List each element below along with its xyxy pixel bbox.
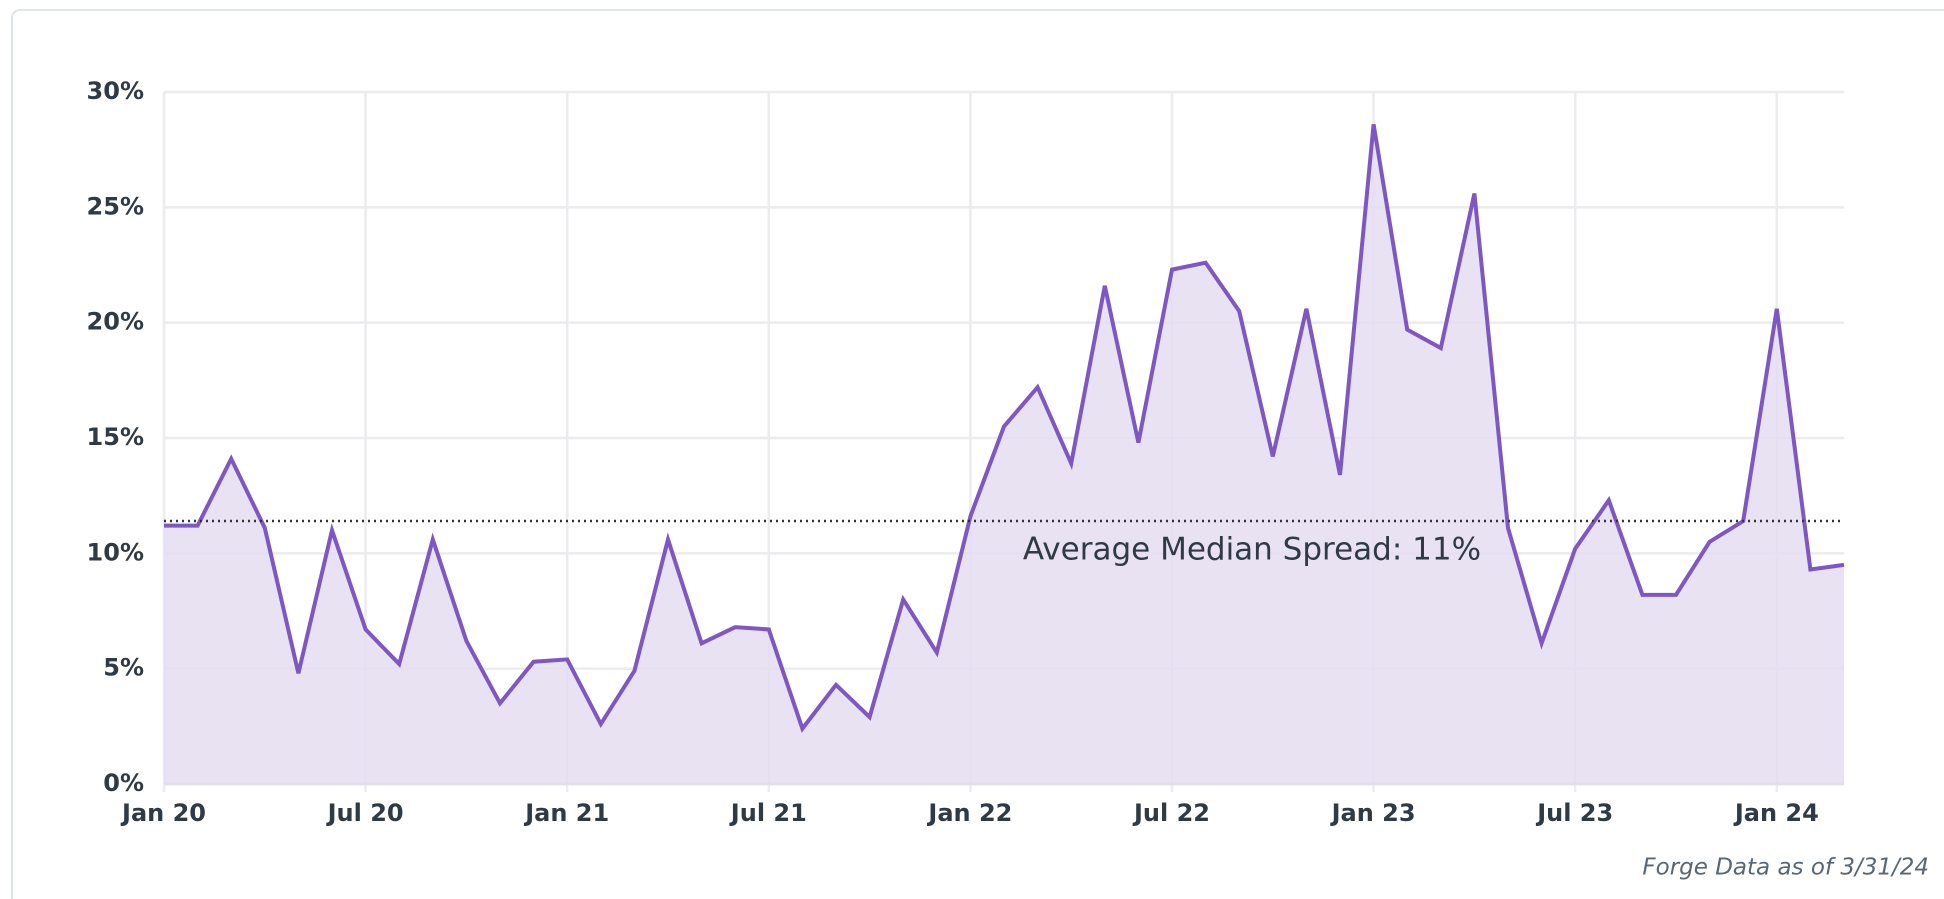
y-tick-label: 0% (103, 769, 144, 797)
x-tick-label: Jan 21 (523, 799, 609, 827)
y-tick-label: 15% (87, 423, 144, 451)
y-tick-label: 25% (87, 192, 144, 220)
y-tick-label: 20% (87, 308, 144, 336)
x-tick-label: Jul 20 (326, 799, 404, 827)
area (164, 124, 1844, 784)
x-tick-label: Jul 22 (1132, 799, 1210, 827)
annotation: Average Median Spread: 11% (1023, 532, 1481, 568)
x-tick-label: Jan 22 (926, 799, 1012, 827)
x-tick-label: Jan 24 (1733, 799, 1819, 827)
x-tick-label: Jul 23 (1535, 799, 1613, 827)
x-tick-label: Jul 21 (729, 799, 807, 827)
footnote: Forge Data as of 3/31/24 (1642, 855, 1929, 881)
y-tick-label: 10% (87, 538, 144, 566)
line (164, 123, 1845, 733)
y-tick-label: 30% (87, 77, 144, 105)
y-tick-label: 5% (103, 654, 144, 682)
x-tick-label: Jan 23 (1330, 799, 1416, 827)
x-tick-label: Jan 20 (120, 799, 206, 827)
